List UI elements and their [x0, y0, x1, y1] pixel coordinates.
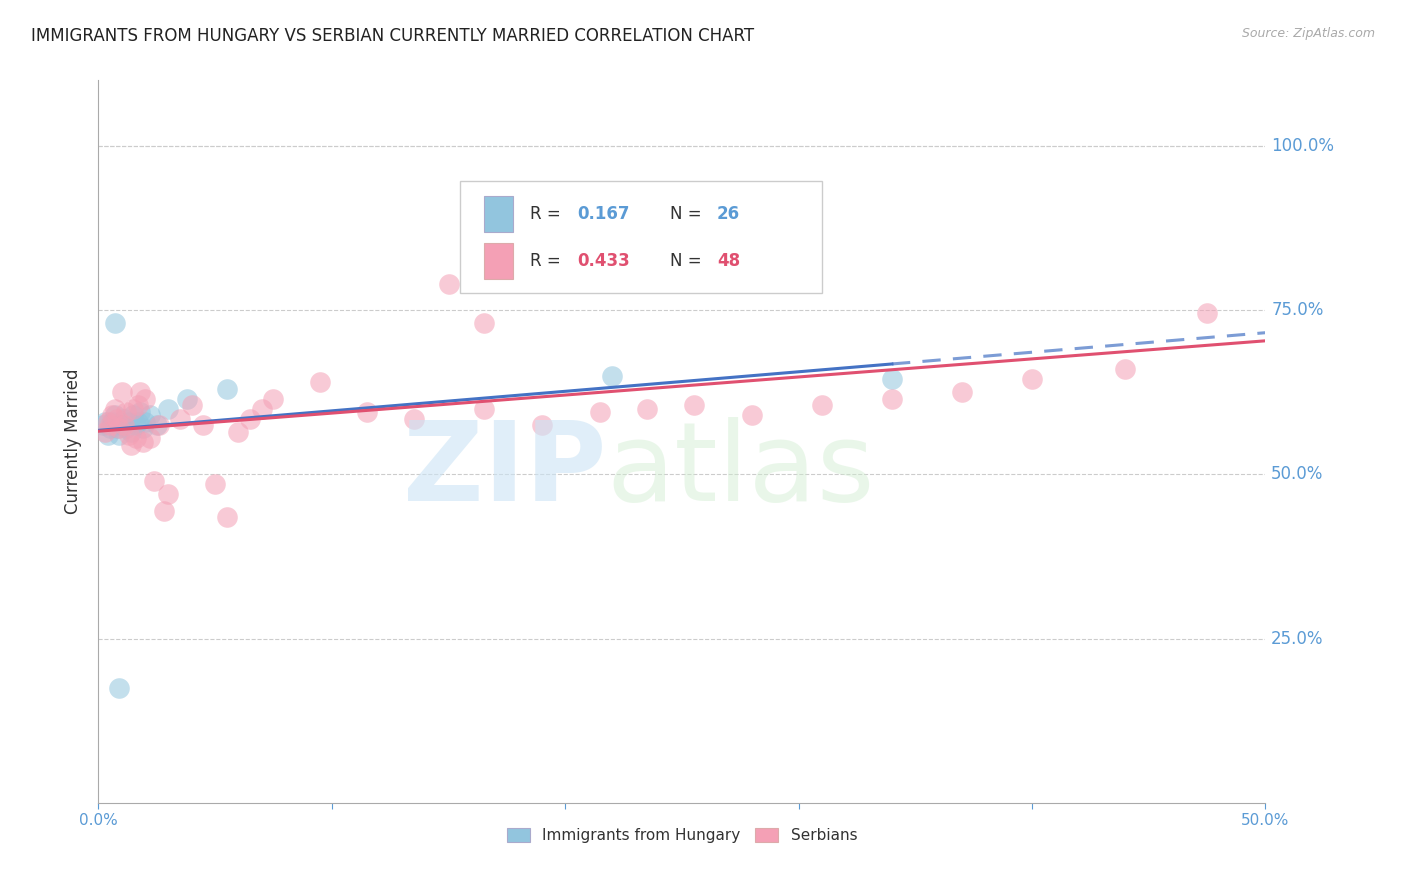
Point — [125, 431, 148, 445]
Point — [437, 277, 460, 291]
Point — [104, 401, 127, 416]
Point — [157, 401, 180, 416]
Point — [120, 425, 142, 439]
Point — [148, 418, 170, 433]
Point — [636, 401, 658, 416]
Point — [402, 411, 425, 425]
Point — [111, 385, 134, 400]
Point — [127, 415, 149, 429]
Point — [215, 382, 238, 396]
Point — [530, 418, 553, 433]
Text: 0.167: 0.167 — [576, 205, 630, 223]
Point — [111, 418, 134, 433]
Y-axis label: Currently Married: Currently Married — [65, 368, 83, 515]
Point — [129, 405, 152, 419]
Point — [811, 398, 834, 412]
Point — [647, 221, 669, 235]
Text: ZIP: ZIP — [402, 417, 606, 524]
Point — [112, 411, 135, 425]
Point — [152, 503, 174, 517]
Point — [589, 405, 612, 419]
Point — [120, 438, 142, 452]
Point — [108, 681, 131, 695]
Point — [97, 415, 120, 429]
Point — [180, 398, 202, 412]
Point — [98, 418, 121, 433]
Point — [143, 474, 166, 488]
Point — [132, 421, 155, 435]
Point — [104, 409, 127, 423]
Text: R =: R = — [530, 205, 567, 223]
Point — [129, 385, 152, 400]
Text: Source: ZipAtlas.com: Source: ZipAtlas.com — [1241, 27, 1375, 40]
Text: atlas: atlas — [606, 417, 875, 524]
Point — [127, 398, 149, 412]
Point — [134, 415, 156, 429]
Point — [118, 428, 141, 442]
Point — [115, 421, 138, 435]
Point — [880, 392, 903, 406]
Point — [94, 415, 117, 429]
Point — [204, 477, 226, 491]
Point — [215, 510, 238, 524]
Point — [91, 418, 114, 433]
Text: 50.0%: 50.0% — [1271, 466, 1323, 483]
Text: N =: N = — [671, 252, 707, 270]
Point — [1021, 372, 1043, 386]
Point — [169, 411, 191, 425]
Point — [309, 376, 332, 390]
Point — [108, 421, 131, 435]
Point — [193, 418, 215, 433]
Point — [600, 368, 623, 383]
Point — [262, 392, 284, 406]
Text: 100.0%: 100.0% — [1271, 137, 1334, 155]
Point — [101, 415, 124, 429]
Point — [228, 425, 250, 439]
Point — [356, 405, 378, 419]
Bar — [484, 196, 513, 232]
Point — [105, 411, 128, 425]
Text: 26: 26 — [717, 205, 740, 223]
Point — [139, 431, 162, 445]
Point — [1114, 362, 1136, 376]
Point — [101, 409, 124, 423]
Legend: Immigrants from Hungary, Serbians: Immigrants from Hungary, Serbians — [501, 822, 863, 849]
Point — [94, 425, 117, 439]
Text: 48: 48 — [717, 252, 740, 270]
Point — [104, 316, 127, 330]
Point — [472, 401, 495, 416]
Text: 75.0%: 75.0% — [1271, 301, 1323, 319]
Point — [132, 434, 155, 449]
Point — [880, 372, 903, 386]
Point — [157, 487, 180, 501]
Point — [105, 421, 128, 435]
Text: IMMIGRANTS FROM HUNGARY VS SERBIAN CURRENTLY MARRIED CORRELATION CHART: IMMIGRANTS FROM HUNGARY VS SERBIAN CURRE… — [31, 27, 754, 45]
Point — [1195, 306, 1218, 320]
Point — [122, 409, 145, 423]
Point — [97, 428, 120, 442]
Text: N =: N = — [671, 205, 707, 223]
Point — [472, 316, 495, 330]
Bar — [484, 243, 513, 279]
Point — [122, 401, 145, 416]
Text: R =: R = — [530, 252, 567, 270]
Point — [125, 418, 148, 433]
Point — [146, 418, 169, 433]
Point — [112, 418, 135, 433]
Point — [950, 385, 973, 400]
Point — [176, 392, 198, 406]
Point — [239, 411, 262, 425]
Point — [741, 409, 763, 423]
Text: 25.0%: 25.0% — [1271, 630, 1323, 648]
Point — [108, 428, 131, 442]
Point — [139, 409, 162, 423]
Text: 0.433: 0.433 — [576, 252, 630, 270]
Point — [250, 401, 273, 416]
FancyBboxPatch shape — [460, 181, 823, 293]
Point — [115, 405, 138, 419]
Point — [682, 398, 704, 412]
Point — [98, 421, 121, 435]
Point — [134, 392, 156, 406]
Point — [118, 415, 141, 429]
